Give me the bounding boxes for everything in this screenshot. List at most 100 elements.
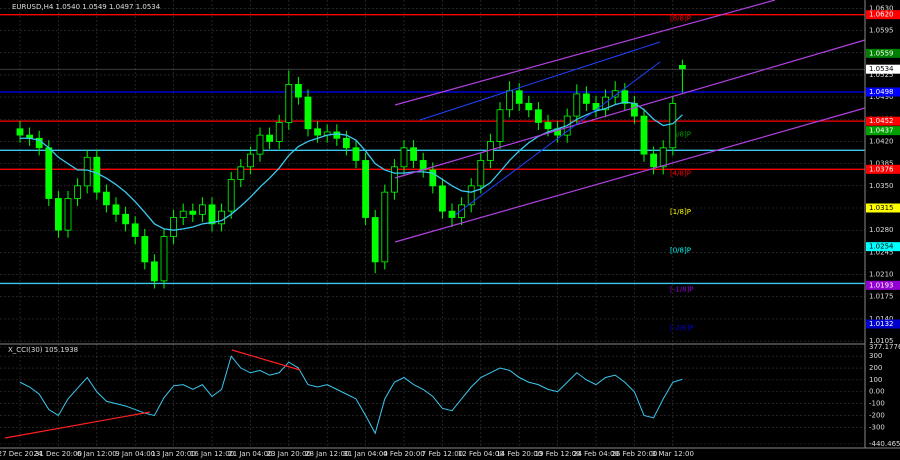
- x-tick-label: 19 Feb 12:00: [535, 450, 581, 458]
- x-tick-label: 13 Jan 20:00: [151, 450, 195, 458]
- candle-body: [294, 83, 302, 98]
- candle-body: [74, 185, 81, 199]
- trend-line: [419, 41, 661, 121]
- candle-body: [198, 204, 206, 215]
- candle-body: [583, 93, 590, 104]
- candle-body: [429, 169, 437, 187]
- candle-body: [438, 185, 446, 212]
- candle-body: [170, 217, 178, 237]
- level-box: [866, 10, 900, 20]
- candle-body: [467, 185, 475, 206]
- x-tick-label: 14 Feb 20:00: [496, 450, 542, 458]
- level-label: 1.0132: [869, 320, 894, 328]
- level-label: 1.0620: [869, 11, 894, 19]
- level-label: 1.0254: [869, 243, 894, 251]
- y-tick-label: 1.0105: [869, 337, 894, 345]
- level-box: [866, 116, 900, 126]
- murray-tag: [5/8]P: [670, 131, 691, 139]
- y-tick-label: 1.0490: [869, 93, 894, 101]
- candle-body: [266, 134, 274, 142]
- candle-body: [458, 204, 466, 218]
- level-box: [866, 280, 900, 290]
- y-tick-label: 1.0420: [869, 137, 894, 145]
- level-box: [866, 164, 900, 174]
- x-tick-label: 6 Jan 12:00: [77, 450, 117, 458]
- y-tick-label: -200: [869, 411, 885, 419]
- candle-body: [131, 223, 139, 237]
- y-tick-label: 377.1776: [869, 343, 900, 351]
- x-tick-label: 28 Jan 12:00: [305, 450, 349, 458]
- x-tick-label: 9 Jan 04:00: [115, 450, 155, 458]
- murray-tag: [-1/8]P: [670, 285, 693, 293]
- y-tick-label: 1.0280: [869, 226, 894, 234]
- candle-body: [141, 236, 149, 263]
- candle-body: [602, 96, 609, 111]
- cci-line: [19, 355, 683, 435]
- y-tick-label: 1.0630: [869, 4, 894, 12]
- y-tick-label: 1.0175: [869, 293, 894, 301]
- candle-body: [410, 147, 418, 161]
- y-tick-label: 1.0595: [869, 27, 894, 35]
- candle-body: [621, 90, 629, 104]
- candle-body: [189, 210, 197, 215]
- y-tick-label: 100: [869, 376, 882, 384]
- candle-body: [679, 64, 686, 70]
- murray-tag: [-2/8]P: [670, 324, 693, 332]
- divergence-line: [4, 411, 151, 439]
- murray-tag: [1/8]P: [670, 208, 691, 216]
- candle-body: [640, 115, 648, 155]
- drawn-objects: [0, 0, 900, 449]
- level-label: 1.0452: [869, 117, 894, 125]
- x-tick-label: 24 Feb 04:00: [573, 450, 619, 458]
- murray-tag: [4/8]P: [670, 169, 691, 177]
- divergence-line: [231, 349, 301, 371]
- x-tick-label: 26 Feb 20:00: [611, 450, 657, 458]
- level-box: [866, 48, 900, 58]
- candle-body: [381, 191, 389, 263]
- x-tick-label: 27 Dec 2024: [0, 450, 43, 458]
- candle-body: [275, 122, 283, 142]
- moving-average: [20, 101, 683, 231]
- candle-body: [237, 166, 245, 180]
- candle-body: [150, 261, 158, 282]
- level-label: 1.0559: [869, 49, 894, 57]
- candle-body: [525, 103, 533, 111]
- candle-body: [16, 128, 24, 136]
- y-tick-label: 1.0350: [869, 182, 894, 190]
- candle-body: [285, 83, 293, 123]
- candle-body: [650, 153, 657, 168]
- candle-body: [390, 166, 398, 193]
- candle-body: [669, 103, 677, 149]
- candle-body: [304, 96, 312, 130]
- level-box: [866, 87, 900, 97]
- candle-body: [112, 204, 120, 215]
- candle-body: [477, 160, 485, 187]
- level-label: 1.0498: [869, 88, 894, 96]
- x-tick-label: 4 Feb 20:00: [383, 450, 424, 458]
- level-label: 1.0193: [869, 281, 894, 289]
- y-tick-label: 1.0245: [869, 248, 894, 256]
- current-price-label: 1.0534: [869, 65, 894, 73]
- candle-body: [160, 236, 168, 282]
- y-tick-label: 1.0385: [869, 160, 894, 168]
- candle-body: [55, 198, 62, 231]
- candle-body: [179, 210, 187, 218]
- candle-body: [659, 147, 667, 168]
- candle-body: [544, 122, 552, 130]
- x-tick-label: 23 Jan 20:00: [267, 450, 311, 458]
- candle-body: [496, 109, 504, 142]
- y-tick-label: 1.0525: [869, 71, 894, 79]
- x-tick-label: 31 Jan 04:00: [343, 450, 387, 458]
- candle-body: [83, 156, 91, 187]
- channel-middle: [394, 39, 866, 179]
- y-tick-label: 1.0140: [869, 315, 894, 323]
- x-tick-label: 16 Jan 12:00: [190, 450, 234, 458]
- cci-title: X_CCI(30) 105.1938: [8, 346, 78, 354]
- candle-body: [352, 147, 360, 161]
- candle-body: [45, 147, 53, 199]
- candle-body: [515, 90, 523, 104]
- candle-body: [314, 128, 322, 136]
- candle-body: [611, 90, 619, 98]
- candle-body: [246, 153, 254, 168]
